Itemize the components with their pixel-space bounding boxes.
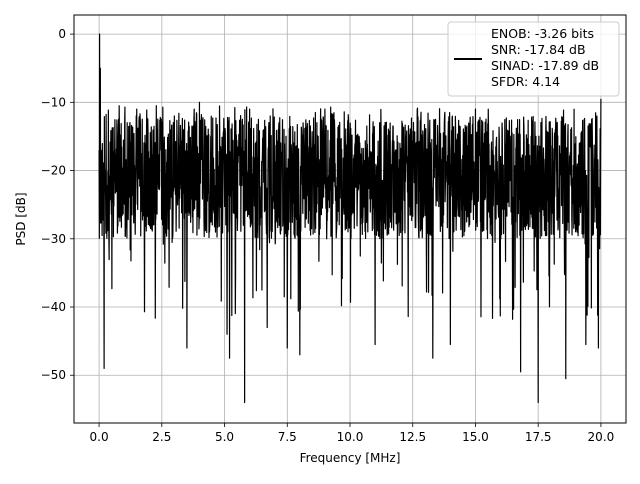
y-tick-label: −40 (41, 300, 66, 314)
x-tick-label: 0.0 (90, 430, 109, 444)
y-tick-label: −30 (41, 232, 66, 246)
y-tick-label: −10 (41, 95, 66, 109)
x-tick-label: 17.5 (525, 430, 552, 444)
legend-enob: ENOB: -3.26 bits (491, 26, 594, 41)
x-tick-label: 5.0 (215, 430, 234, 444)
x-tick-label: 15.0 (462, 430, 489, 444)
x-tick-label: 12.5 (399, 430, 426, 444)
y-tick-label: −50 (41, 368, 66, 382)
axis-ticks: 0.0 2.5 5.0 7.5 10.0 12.5 15.0 17.5 20.0 0 −10 −20 −… (41, 27, 615, 444)
legend: ENOB: -3.26 bits SNR: -17.84 dB SINAD: -… (447, 21, 620, 97)
legend-sfdr: SFDR: 4.14 (491, 74, 560, 89)
x-tick-label: 7.5 (278, 430, 297, 444)
x-tick-label: 2.5 (152, 430, 171, 444)
x-tick-label: 10.0 (337, 430, 364, 444)
x-tick-label: 20.0 (588, 430, 615, 444)
legend-box (447, 21, 620, 97)
legend-snr: SNR: -17.84 dB (491, 42, 586, 57)
psd-series-line (98, 33, 602, 404)
x-axis-label: Frequency [MHz] (300, 451, 401, 465)
y-axis-label: PSD [dB] (14, 192, 28, 245)
y-tick-label: −20 (41, 164, 66, 178)
y-tick-label: 0 (58, 27, 66, 41)
legend-sinad: SINAD: -17.89 dB (491, 58, 599, 73)
